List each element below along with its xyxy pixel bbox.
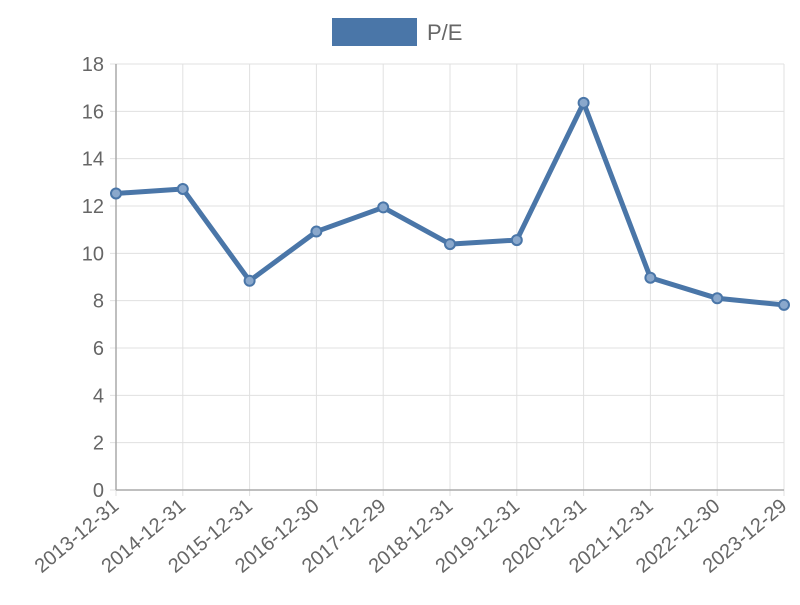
data-point [510, 234, 523, 247]
data-point [444, 238, 456, 251]
legend-label: P/E [427, 20, 462, 45]
data-point [577, 96, 590, 109]
data-point [644, 271, 657, 284]
data-point [310, 225, 323, 238]
data-point [243, 274, 256, 287]
y-tick-label: 0 [93, 480, 104, 502]
y-tick-label: 4 [93, 385, 104, 407]
data-point [176, 182, 189, 195]
data-point [778, 298, 790, 311]
grid [110, 63, 785, 496]
y-tick-label: 10 [82, 243, 104, 265]
data-point [711, 292, 724, 305]
y-tick-label: 14 [82, 149, 104, 171]
y-tick-label: 8 [93, 291, 104, 313]
axes [115, 64, 784, 491]
series [110, 96, 790, 311]
legend[interactable]: P/E [332, 18, 462, 46]
y-tick-label: 18 [82, 54, 104, 76]
y-tick-label: 16 [82, 101, 104, 123]
legend-swatch [332, 18, 417, 46]
y-tick-label: 2 [93, 433, 104, 455]
data-point [377, 201, 390, 214]
x-tick-labels: 2013-12-312014-12-312015-12-312016-12-30… [31, 495, 792, 578]
y-tick-label: 6 [93, 338, 104, 360]
y-tick-label: 12 [82, 196, 104, 218]
data-point [110, 187, 122, 200]
y-tick-labels: 0 2 4 6 8 10 12 14 16 18 [82, 54, 104, 502]
